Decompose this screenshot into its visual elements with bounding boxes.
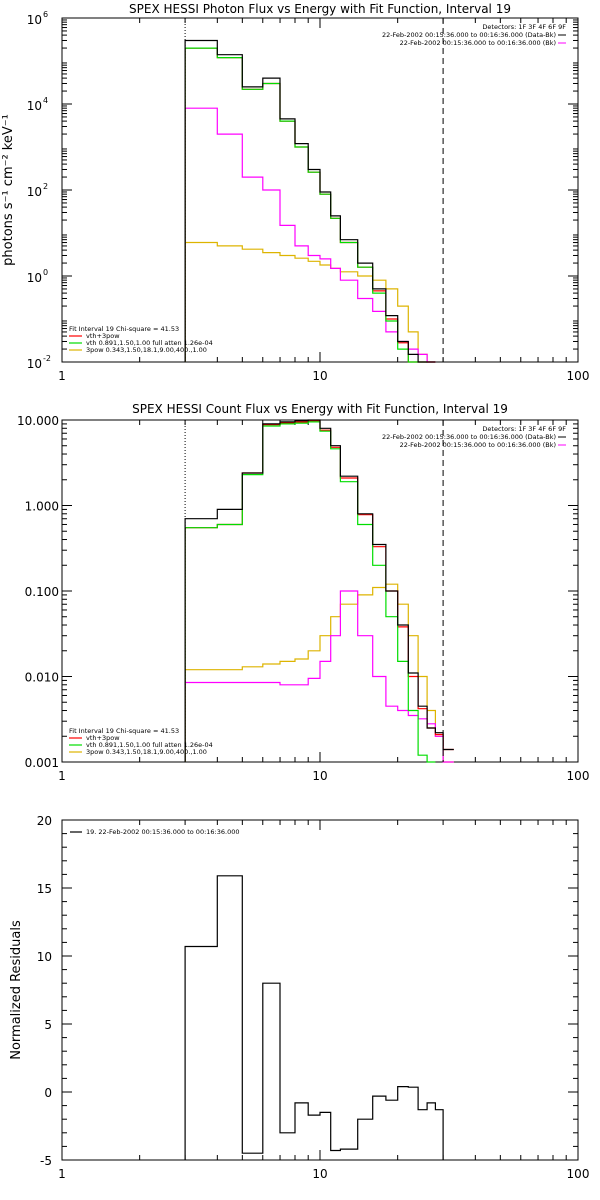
residuals-frame	[61, 819, 579, 1161]
legend-bk: 22-Feb-2002 00:15:36.000 to 00:16:36.000…	[400, 441, 556, 449]
series-vth-line	[184, 47, 428, 363]
legend-vth-label: vth 0.891,1.50,1.00 full atten 1.26e-04	[86, 741, 213, 749]
y-tick-label-base: 10	[27, 99, 42, 113]
y-tick-label: 10	[37, 950, 52, 964]
photon-flux-panel: SPEX HESSI Photon Flux vs Energy with Fi…	[1, 2, 589, 383]
y-tick-label-base: 10	[27, 185, 42, 199]
y-tick-label: -5	[40, 1154, 52, 1168]
y-tick-label-exponent: 0	[43, 268, 48, 277]
series-vth-line	[184, 421, 436, 763]
y-tick-label-exponent: 4	[43, 96, 48, 105]
count-flux-panel: SPEX HESSI Count Flux vs Energy with Fit…	[17, 402, 589, 783]
count-flux-frame	[61, 419, 579, 763]
legend-total-label: vth+3pow	[86, 332, 120, 340]
y-tick-label: 1.000	[25, 500, 59, 514]
legend-3pow-label: 3pow 0.343,1.50,18.1,9.00,400.,1.00	[86, 346, 207, 354]
y-tick-label: 5	[44, 1018, 52, 1032]
y-tick-label-exponent: 2	[43, 182, 48, 191]
x-tick-label: 10	[312, 369, 327, 383]
series-data-line	[184, 419, 454, 762]
x-tick-label: 1	[58, 1167, 66, 1181]
count-flux-title: SPEX HESSI Count Flux vs Energy with Fit…	[132, 402, 508, 416]
y-tick-label: 0	[44, 1086, 52, 1100]
residuals-panel: 1 10 100 -5 0 5 10 15 20 Normalized Residuals 19. …	[9, 814, 589, 1181]
legend-detectors: Detectors: 1F 3F 4F 6F 9F	[482, 23, 566, 31]
x-tick-label: 100	[567, 369, 590, 383]
series-data-line	[184, 39, 436, 363]
legend-3pow-label: 3pow 0.343,1.50,18.1,9.00,400.,1.00	[86, 748, 207, 756]
legend-fit-interval: Fit Interval 19 Chi-square = 41.53	[69, 727, 179, 735]
photon-flux-title: SPEX HESSI Photon Flux vs Energy with Fi…	[129, 2, 511, 16]
series-pow-line	[184, 583, 454, 763]
x-tick-label: 1	[58, 369, 66, 383]
x-tick-label: 10	[312, 1167, 327, 1181]
legend-residuals-label: 19. 22-Feb-2002 00:15:36.000 to 00:16:36…	[86, 828, 239, 836]
x-tick-label: 10	[312, 769, 327, 783]
y-tick-label-base: 10	[27, 357, 42, 371]
x-tick-label: 100	[567, 1167, 590, 1181]
y-tick-label: 0.100	[25, 585, 59, 599]
legend-data-bk: 22-Feb-2002 00:15:36.000 to 00:16:36.000…	[382, 31, 556, 39]
legend-bk: 22-Feb-2002 00:15:36.000 to 00:16:36.000…	[400, 39, 556, 47]
legend-detectors: Detectors: 1F 3F 4F 6F 9F	[482, 425, 566, 433]
y-tick-label: 0.010	[25, 671, 59, 685]
y-tick-label: 0.001	[25, 756, 59, 770]
y-tick-label-exponent: 6	[43, 10, 48, 19]
y-tick-label-base: 10	[27, 271, 42, 285]
legend-data-bk: 22-Feb-2002 00:15:36.000 to 00:16:36.000…	[382, 433, 556, 441]
y-tick-label-exponent: -2	[43, 354, 51, 363]
legend-fit-interval: Fit Interval 19 Chi-square = 41.53	[69, 325, 179, 333]
series-total-line	[184, 47, 436, 363]
legend-total-label: vth+3pow	[86, 734, 120, 742]
residuals-ylabel: Normalized Residuals	[9, 920, 24, 1060]
y-tick-label: 15	[37, 882, 52, 896]
y-tick-label: 10.000	[17, 414, 59, 428]
x-tick-label: 1	[58, 769, 66, 783]
x-tick-label: 100	[567, 769, 590, 783]
y-tick-label-base: 10	[27, 13, 42, 27]
photon-flux-ylabel: photons s⁻¹ cm⁻² keV⁻¹	[1, 114, 16, 266]
series-residuals-line	[184, 875, 444, 1160]
legend-vth-label: vth 0.891,1.50,1.00 full atten 1.26e-04	[86, 339, 213, 347]
y-tick-label: 20	[37, 814, 52, 828]
